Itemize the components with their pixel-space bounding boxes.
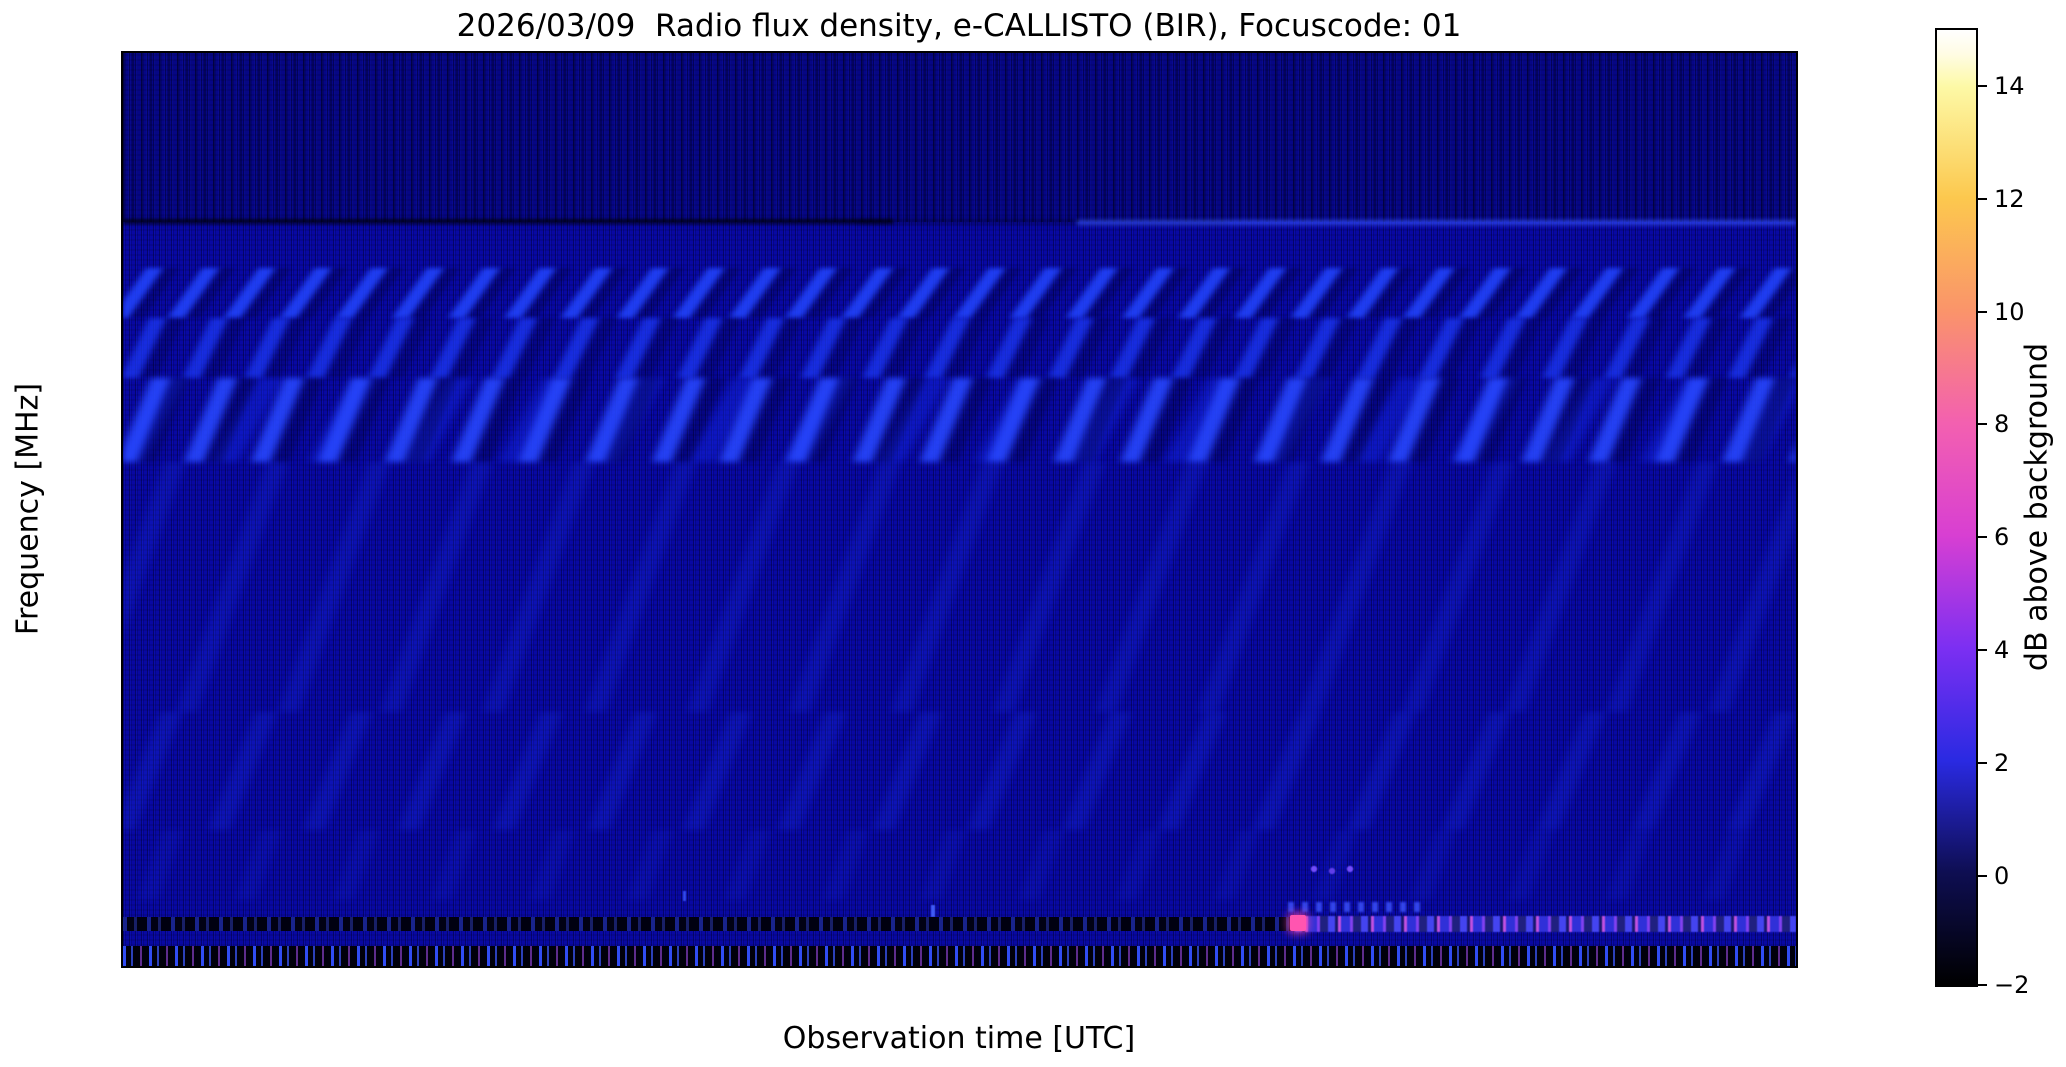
- blue-dash-row-17mhz: [1288, 902, 1420, 912]
- x-tick-0532: 05:32: [417, 966, 501, 968]
- x-tick-0541: 05:41: [1425, 966, 1509, 968]
- x-tick-0534: 05:34: [641, 966, 725, 968]
- x-tick-mark: [1354, 966, 1356, 968]
- x-tick-mark: [570, 966, 572, 968]
- x-tick-mark: [234, 966, 236, 968]
- colorbar-tick-0: 0: [1976, 862, 2009, 890]
- x-tick-mark: [122, 966, 124, 968]
- x-tick-0531: 05:31: [305, 966, 389, 968]
- y-tick-20: 20: [121, 860, 123, 894]
- y-tick-mark: [121, 489, 123, 491]
- colorbar-tick-8: 8: [1976, 410, 2009, 438]
- y-tick-mark: [121, 876, 123, 878]
- colorbar-tick-6: 6: [1976, 523, 2009, 551]
- x-tick-mark: [794, 966, 796, 968]
- colorbar-tick-label: 4: [1994, 636, 2010, 664]
- x-tick-mark: [1018, 966, 1020, 968]
- emission-band-15mhz: [1295, 916, 1796, 932]
- speckle: [683, 891, 686, 901]
- colorbar: 14 12 10 8 6 4 2 0 −2: [1935, 28, 2029, 999]
- x-tick-0536: 05:36: [865, 966, 949, 968]
- x-tick-0530: 05:30: [193, 966, 277, 968]
- colorbar-tick-label: 14: [1994, 72, 2025, 100]
- colorbar-tick-mark: [1976, 762, 1987, 764]
- pink-burst-15mhz: [1290, 915, 1306, 931]
- dark-line-88mhz-fade: [859, 220, 1228, 224]
- x-tick-0537: 05:37: [977, 966, 1061, 968]
- x-tick-mark: [346, 966, 348, 968]
- colorbar-tick-label: 10: [1994, 298, 2025, 326]
- colorbar-tick-mark: [1976, 875, 1987, 877]
- colorbar-tick-12: 12: [1976, 185, 2025, 213]
- dark-line-88mhz: [123, 219, 893, 224]
- x-tick-mark: [906, 966, 908, 968]
- y-tick-40: 40: [121, 668, 123, 702]
- colorbar-tick-label: 8: [1994, 410, 2010, 438]
- faint-ripples-mid: [123, 462, 1796, 712]
- y-tick-mark: [121, 684, 123, 686]
- noise-texture-layer: [123, 53, 1796, 966]
- colorbar-tick-2: 2: [1976, 749, 2009, 777]
- faint-ripples-36mhz: [123, 712, 1796, 830]
- colorbar-tick-mark: [1976, 649, 1987, 651]
- colorbar-tick-mark: [1976, 536, 1987, 538]
- x-tick-0533: 05:33: [529, 966, 613, 968]
- colorbar-tick-label: 0: [1994, 862, 2010, 890]
- colorbar-tick-mark: [1976, 984, 1987, 986]
- colorbar-tick-mark: [1976, 311, 1987, 313]
- high-frequency-noise-band: [123, 53, 1796, 222]
- chart-title: 2026/03/09 Radio flux density, e-CALLIST…: [456, 8, 1462, 44]
- x-tick-0535: 05:35: [753, 966, 837, 968]
- speckle: [931, 905, 935, 917]
- x-axis-label: Observation time [UTC]: [782, 1021, 1136, 1056]
- colorbar-label: dB above background: [2019, 342, 2055, 672]
- y-axis-label: Frequency [MHz]: [10, 382, 46, 636]
- fringe-band-69mhz: [123, 378, 1796, 462]
- bottom-noise-band: [123, 946, 1796, 966]
- colorbar-tick-mark: [1976, 198, 1987, 200]
- colorbar-tick-label: −2: [1994, 971, 2030, 999]
- fringe-band-80mhz: [123, 268, 1796, 318]
- y-tick-60: 60: [121, 473, 123, 507]
- purple-dots-20mhz: [1306, 859, 1362, 879]
- x-tick-mark: [1466, 966, 1468, 968]
- x-tick-0542: 05:42: [1537, 966, 1621, 968]
- x-tick-0539: 05:39: [1201, 966, 1285, 968]
- x-tick-0538: 05:38: [1089, 966, 1173, 968]
- x-tick-mark: [1242, 966, 1244, 968]
- y-tick-100: 100: [121, 90, 123, 124]
- y-tick-mark: [121, 106, 123, 108]
- spectrogram-plot-area: 100 80 60 40 20 05:29 05:30 05:31 05:32 …: [121, 51, 1798, 968]
- colorbar-tick-label: 2: [1994, 749, 2010, 777]
- colorbar-tick-neg2: −2: [1976, 971, 2029, 999]
- colorbar-tick-10: 10: [1976, 298, 2025, 326]
- fringe-band-75mhz: [123, 318, 1796, 378]
- x-tick-mark: [1690, 966, 1692, 968]
- y-tick-80: 80: [121, 281, 123, 315]
- x-tick-mark: [682, 966, 684, 968]
- x-tick-mark: [1578, 966, 1580, 968]
- colorbar-tick-mark: [1976, 85, 1987, 87]
- colorbar-tick-label: 6: [1994, 523, 2010, 551]
- dark-band-15mhz: [123, 917, 1295, 931]
- x-tick-0543: 05:43: [1649, 966, 1733, 968]
- colorbar-tick-4: 4: [1976, 636, 2009, 664]
- colorbar-tick-14: 14: [1976, 72, 2025, 100]
- x-tick-0540: 05:40: [1313, 966, 1397, 968]
- faint-ripples-25mhz: [123, 830, 1796, 900]
- x-tick-mark: [1130, 966, 1132, 968]
- y-tick-mark: [121, 297, 123, 299]
- bright-line-88mhz: [1076, 220, 1796, 225]
- x-tick-0529: 05:29: [121, 966, 165, 968]
- colorbar-tick-label: 12: [1994, 185, 2025, 213]
- x-tick-mark: [458, 966, 460, 968]
- colorbar-tick-mark: [1976, 423, 1987, 425]
